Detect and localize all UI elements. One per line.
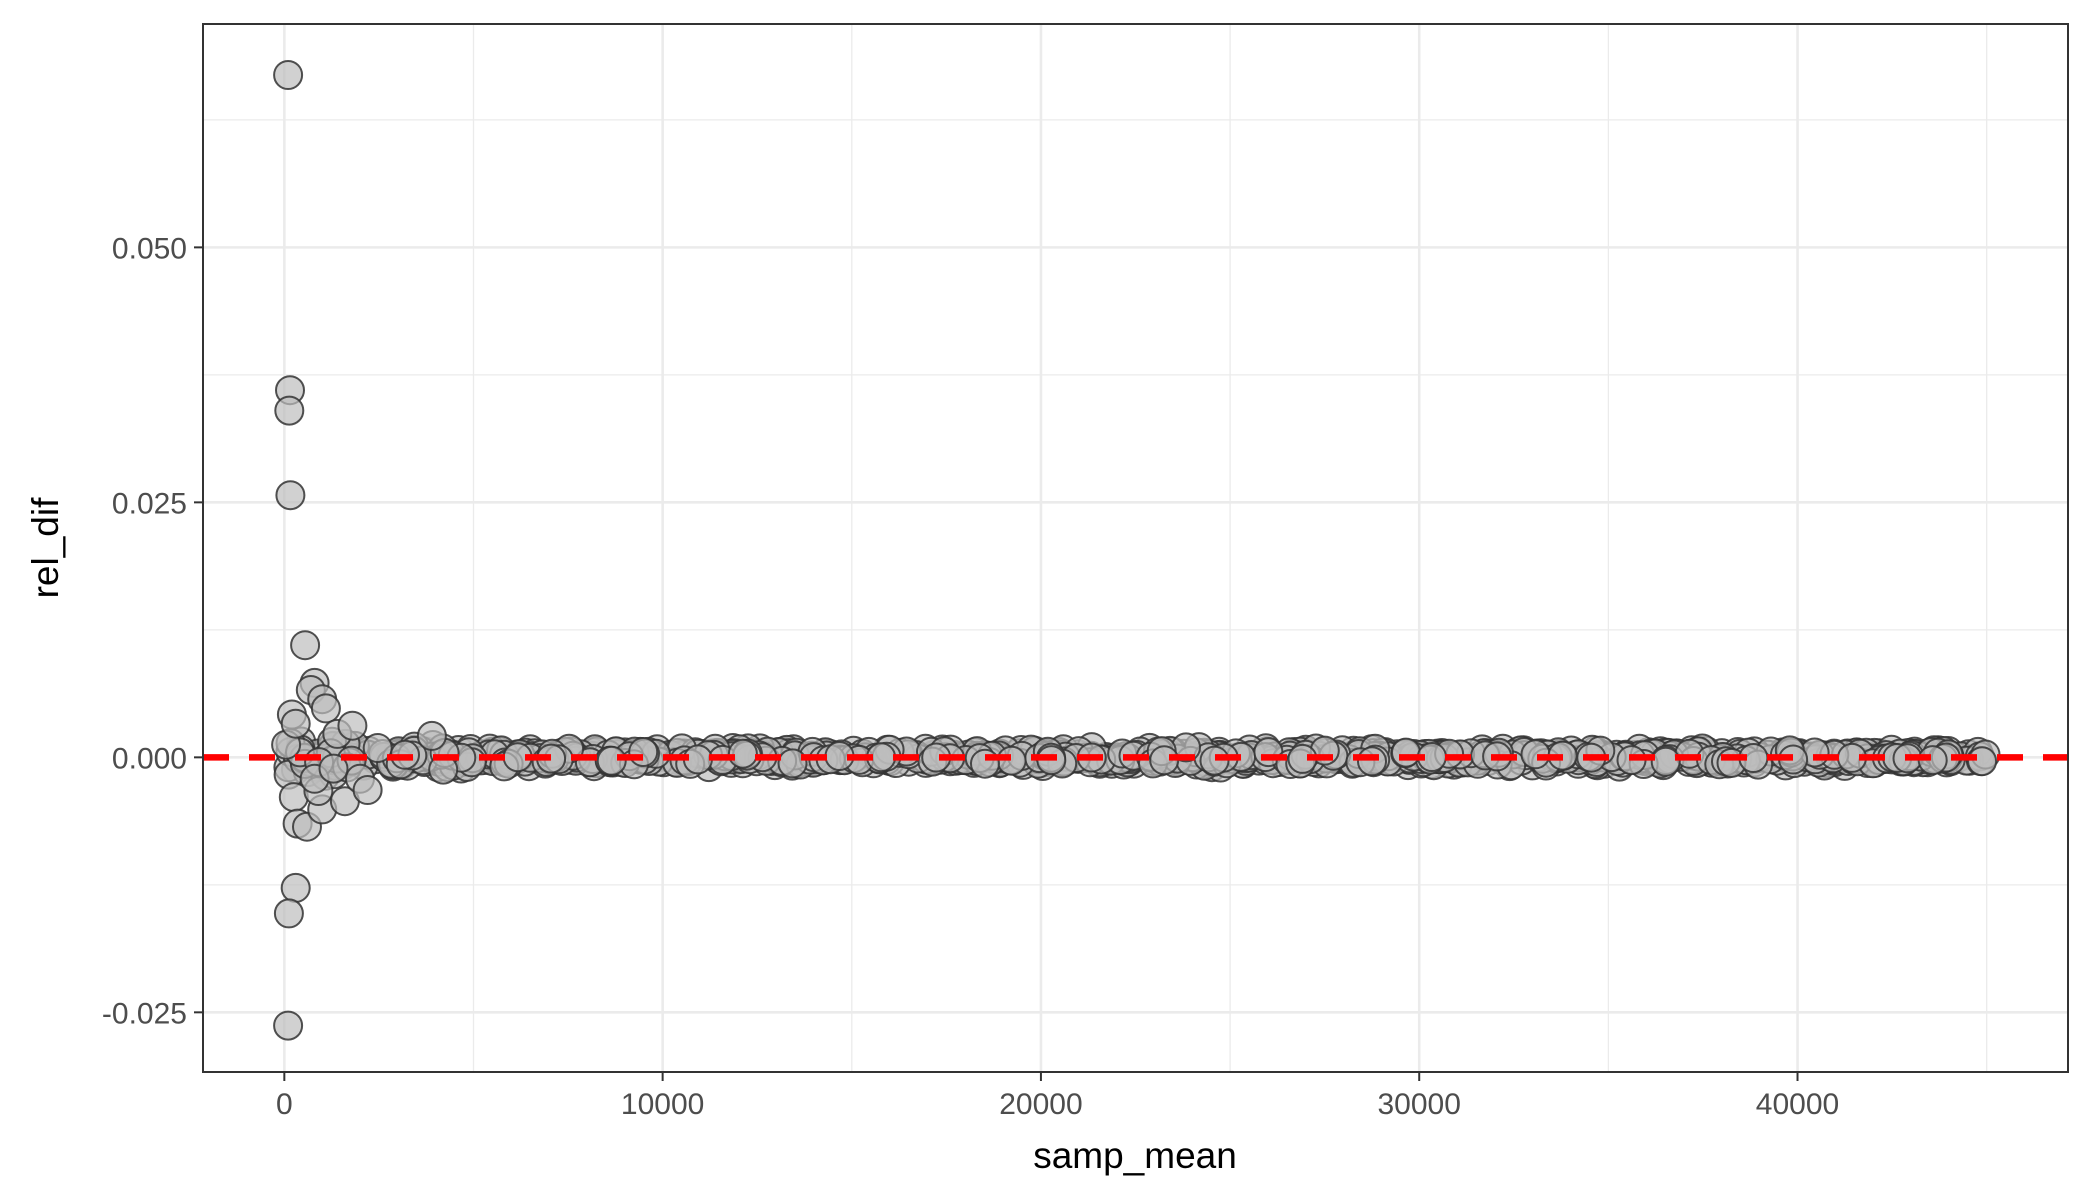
plot-panel-background (203, 24, 2068, 1072)
data-point (280, 708, 311, 739)
data-point (1650, 746, 1681, 777)
data-point (273, 1010, 304, 1041)
y-axis-title: rel_dif (25, 497, 66, 598)
data-point (1357, 746, 1387, 777)
x-axis-title: samp_mean (1033, 1135, 1237, 1176)
data-point (1967, 746, 1998, 777)
x-tick-label: 30000 (1378, 1088, 1461, 1121)
y-axis-ticks: -0.025 0.000 0.025 0.050 (102, 232, 203, 1030)
data-point (1199, 745, 1230, 776)
x-axis-ticks: 0 10000 20000 30000 40000 (276, 1072, 1839, 1121)
data-point (596, 745, 627, 776)
data-point (275, 480, 306, 511)
data-point (727, 738, 758, 769)
data-point (337, 710, 368, 741)
data-point (416, 720, 447, 751)
data-point (996, 745, 1027, 776)
data-point (970, 748, 1000, 779)
data-point (274, 395, 305, 426)
y-tick-label: -0.025 (102, 997, 187, 1030)
data-point (352, 775, 383, 805)
data-point (310, 693, 341, 724)
x-tick-label: 20000 (999, 1088, 1082, 1121)
major-gridlines (203, 24, 2068, 1072)
x-tick-label: 40000 (1756, 1088, 1839, 1121)
data-point (1391, 737, 1421, 768)
minor-gridlines (203, 24, 2068, 1072)
data-point (290, 630, 321, 661)
y-tick-label: 0.000 (112, 742, 187, 775)
x-tick-label: 0 (276, 1088, 293, 1121)
data-point (318, 753, 349, 784)
y-tick-label: 0.025 (112, 487, 187, 520)
y-tick-label: 0.050 (112, 232, 187, 265)
plot-panel-border (202, 23, 2069, 1073)
data-point (777, 748, 808, 779)
data-point (628, 737, 659, 767)
data-point (280, 872, 311, 903)
data-point (273, 60, 304, 90)
data-point (273, 898, 304, 929)
x-tick-label: 10000 (621, 1088, 704, 1121)
